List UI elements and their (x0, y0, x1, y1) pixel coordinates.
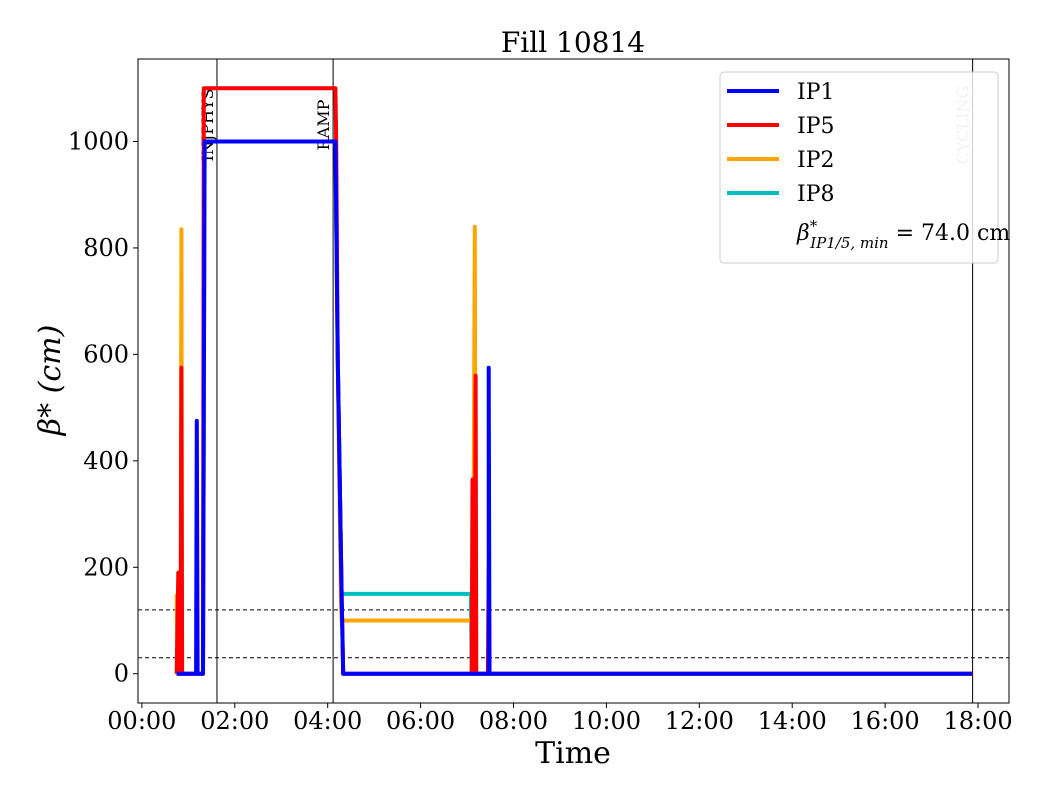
threshold-lines (138, 609, 1009, 659)
x-tick-label: 14:00 (758, 707, 827, 735)
y-axis: 0 200 400 600 800 1000 (68, 127, 138, 688)
x-axis-label: Time (535, 736, 611, 771)
legend-beta-min: β* IP1/5, min = 74.0 cm (796, 217, 1010, 252)
legend: IP1 IP5 IP2 IP8 β* IP1/5, min = 74.0 cm (719, 71, 1010, 264)
y-tick-label: 0 (114, 660, 129, 688)
x-tick-label: 02:00 (200, 707, 269, 735)
x-tick-label: 00:00 (107, 707, 176, 735)
legend-label: IP5 (797, 114, 835, 139)
x-axis: 00:00 02:00 04:00 06:00 08:00 10:00 12:00 14:00… (107, 703, 1013, 735)
x-tick-label: 06:00 (386, 707, 455, 735)
x-tick-label: 16:00 (851, 707, 920, 735)
y-tick-label: 200 (83, 553, 129, 581)
plot-frame (137, 58, 1010, 704)
legend-label: IP2 (797, 148, 835, 173)
x-tick-label: 04:00 (293, 707, 362, 735)
legend-label: IP1 (797, 80, 835, 105)
series-lines (174, 86, 972, 676)
x-tick-label: 18:00 (943, 707, 1012, 735)
legend-box (719, 71, 999, 264)
y-tick-label: 1000 (68, 127, 129, 155)
y-tick-label: 600 (83, 340, 129, 368)
y-tick-label: 400 (83, 447, 129, 475)
x-tick-label: 08:00 (479, 707, 548, 735)
y-axis-label: β* (cm) (33, 325, 68, 437)
mode-label: RAMP (314, 99, 333, 150)
series-line-ip1 (176, 139, 972, 676)
plot-area: INJPHYSRAMPCYCLING (137, 58, 1010, 704)
x-tick-label: 12:00 (665, 707, 734, 735)
mode-label: INJPHYS (198, 89, 217, 162)
x-tick-label: 10:00 (572, 707, 641, 735)
chart-title: Fill 10814 (501, 26, 645, 59)
y-tick-label: 800 (83, 234, 129, 262)
legend-label: IP8 (797, 182, 835, 207)
